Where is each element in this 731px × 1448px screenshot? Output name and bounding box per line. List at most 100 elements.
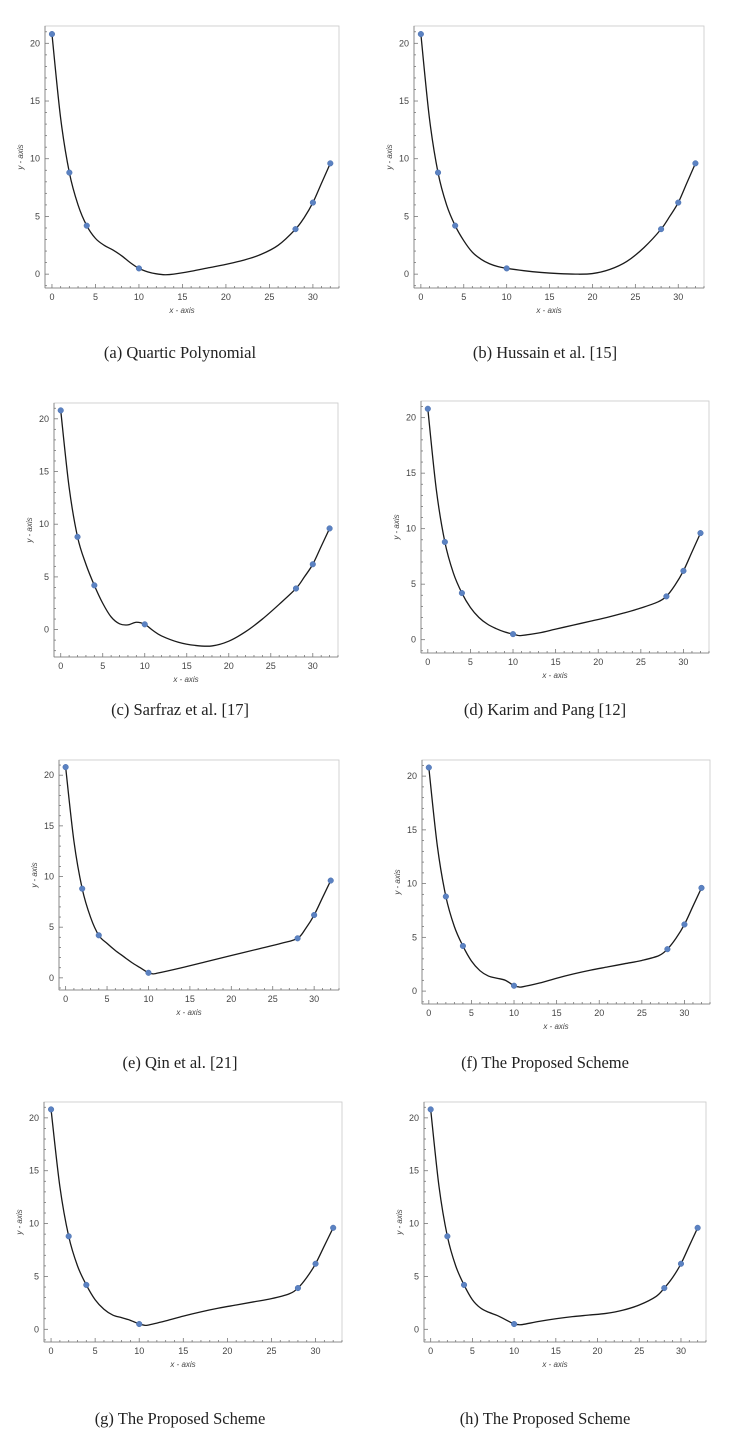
chart-d-x-tick-label: 5 [468, 657, 473, 667]
chart-g-data-point [48, 1106, 55, 1113]
chart-a-data-point [66, 169, 73, 176]
chart-h-data-point [694, 1224, 701, 1231]
chart-a-x-label: x - axis [168, 306, 194, 315]
chart-d-data-point [509, 631, 517, 638]
chart-d-x-tick-label: 25 [636, 657, 646, 667]
chart-e-x-tick-label: 0 [63, 994, 68, 1004]
chart-d-data-point [441, 538, 448, 546]
chart-h-x-tick-label: 25 [634, 1346, 644, 1356]
chart-c-x-label: x - axis [172, 675, 198, 684]
chart-c-data-point [292, 585, 300, 592]
chart-g: 0 5 10 15 20 25 30 0 5 10 15 20 x - axis y - axis [15, 1092, 345, 1422]
chart-h-x-label: x - axis [541, 1360, 567, 1369]
chart-g-interpolant-curve [50, 1109, 334, 1327]
chart-e-data-point [294, 935, 301, 942]
chart-g-data-point [330, 1224, 337, 1231]
chart-b-x-tick-label: 25 [630, 292, 640, 302]
chart-h-y-tick-label: 20 [409, 1113, 419, 1123]
chart-b-x-tick-label: 5 [461, 292, 466, 302]
chart-g-data-point [65, 1233, 72, 1240]
chart-e-data-point [327, 877, 334, 884]
chart-a-data-point [48, 31, 56, 38]
chart-d-y-tick-label: 5 [411, 579, 416, 589]
chart-g-y-label: y - axis [15, 1209, 24, 1235]
chart-b-data-point [434, 169, 442, 176]
chart-h-y-label: y - axis [395, 1209, 404, 1235]
caption-d: (d) Karim and Pang [12] [463, 700, 627, 719]
caption-g: (g) The Proposed Scheme [94, 1409, 266, 1428]
chart-d-interpolant-curve [427, 408, 702, 637]
chart-h-x-tick-label: 20 [593, 1346, 603, 1356]
chart-g-data-point [312, 1260, 319, 1267]
chart-d-y-tick-label: 15 [406, 468, 416, 478]
chart-a-y-tick-label: 5 [35, 211, 40, 221]
chart-c-y-tick-label: 10 [39, 519, 49, 529]
chart-f-data-point [425, 764, 432, 771]
chart-b-interpolant-curve [420, 34, 697, 275]
chart-a-data-point [83, 222, 90, 229]
chart-f-y-tick-label: 10 [407, 879, 417, 889]
chart-d-x-tick-label: 15 [551, 657, 561, 667]
chart-e: 0 5 10 15 20 25 30 0 5 10 15 20 x - axis y - axis [15, 752, 345, 1082]
chart-a-x-tick-label: 5 [93, 292, 98, 302]
chart-b-data-point [417, 31, 424, 38]
chart-a-x-tick-label: 20 [221, 292, 231, 302]
chart-a-svg: 0 5 10 15 20 25 30 0 5 10 15 20 x - axis y - axis [16, 25, 340, 315]
chart-b-data-point [692, 160, 699, 167]
chart-e-y-tick-label: 5 [49, 922, 54, 932]
chart-d-y-tick-label: 0 [411, 635, 416, 645]
chart-d-x-label: x - axis [541, 671, 567, 680]
chart-e-data-point [79, 885, 86, 892]
chart-e-x-tick-label: 25 [268, 994, 278, 1004]
chart-c: 0 5 10 15 20 25 30 0 5 10 15 20 x - axis y - axis [15, 395, 345, 725]
chart-g-svg: 0 5 10 15 20 25 30 0 5 10 15 20 x - axis y - axis [15, 1101, 343, 1369]
chart-f-frame [421, 759, 711, 1005]
chart-e-data-point [311, 911, 318, 919]
chart-f-x-tick-label: 30 [679, 1008, 689, 1018]
chart-g-x-tick-label: 15 [178, 1346, 188, 1356]
chart-g-y-tick-label: 15 [29, 1166, 39, 1176]
chart-h-y-tick-label: 0 [414, 1324, 419, 1334]
chart-f-y-tick-label: 0 [412, 986, 417, 996]
chart-f-y-tick-label: 15 [407, 825, 417, 835]
chart-h-interpolant-curve [430, 1109, 699, 1326]
chart-a-x-tick-label: 25 [264, 292, 274, 302]
chart-a-x-tick-label: 0 [49, 292, 54, 302]
chart-f-x-tick-label: 25 [637, 1008, 647, 1018]
chart-b-data-point [452, 222, 459, 229]
chart-a-data-point [292, 226, 299, 233]
chart-g-x-tick-label: 5 [93, 1346, 98, 1356]
chart-e-data-point [145, 969, 152, 976]
chart-c-x-tick-label: 30 [308, 661, 318, 671]
chart-g-data-point [136, 1320, 143, 1328]
chart-c-y-tick-label: 5 [44, 572, 49, 582]
chart-h-svg: 0 5 10 15 20 25 30 0 5 10 15 20 x - axis y - axis [395, 1101, 707, 1369]
chart-b-x-tick-label: 15 [545, 292, 555, 302]
chart-b-x-tick-label: 20 [587, 292, 597, 302]
chart-a-x-tick-label: 10 [134, 292, 144, 302]
chart-e-frame [58, 759, 340, 991]
chart-h-y-tick-label: 15 [409, 1166, 419, 1176]
chart-f-x-tick-label: 15 [552, 1008, 562, 1018]
chart-a-data-point [135, 265, 142, 272]
chart-a-y-label: y - axis [16, 144, 25, 170]
chart-e-x-tick-label: 20 [226, 994, 236, 1004]
chart-f-svg: 0 5 10 15 20 25 30 0 5 10 15 20 x - axis y - axis [393, 759, 711, 1031]
chart-f-y-tick-label: 5 [412, 932, 417, 942]
chart-g-data-point [83, 1281, 90, 1288]
chart-f-x-tick-label: 0 [426, 1008, 431, 1018]
chart-h-data-point [677, 1260, 685, 1267]
chart-e-y-tick-label: 0 [49, 973, 54, 983]
chart-d-x-tick-label: 10 [508, 657, 518, 667]
caption-f: (f) The Proposed Scheme [461, 1053, 629, 1072]
chart-f-interpolant-curve [428, 767, 703, 988]
chart-b-y-tick-label: 20 [399, 38, 409, 48]
chart-g-frame [43, 1101, 343, 1343]
chart-g-y-tick-label: 0 [34, 1324, 39, 1334]
chart-b-x-tick-label: 0 [418, 292, 423, 302]
chart-c-data-point [91, 582, 98, 589]
chart-c-data-point [309, 561, 316, 568]
chart-c-x-tick-label: 20 [224, 661, 234, 671]
chart-a-y-tick-label: 10 [30, 154, 40, 164]
caption-e: (e) Qin et al. [21] [122, 1053, 238, 1072]
